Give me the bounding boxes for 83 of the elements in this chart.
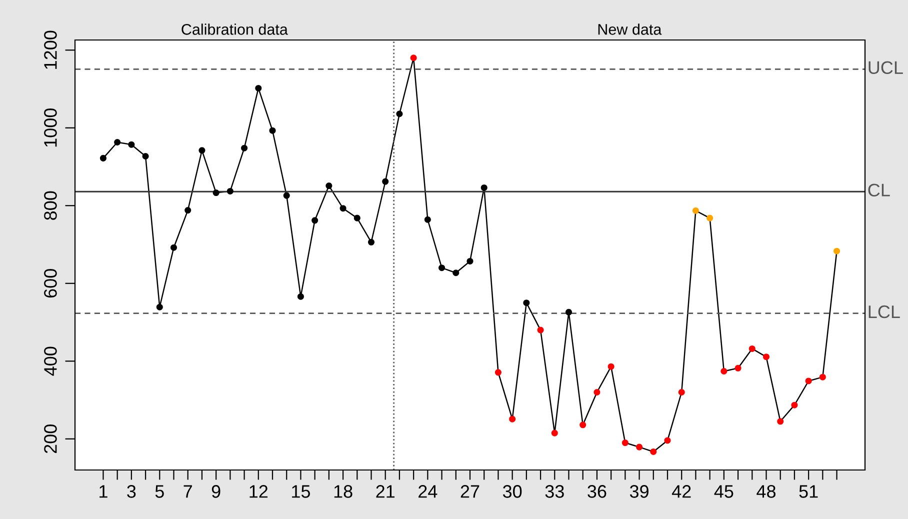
point <box>762 354 770 360</box>
point <box>424 216 431 223</box>
point <box>734 364 742 372</box>
point <box>565 308 572 316</box>
point <box>326 182 332 190</box>
y-tick-label: 400 <box>44 346 57 376</box>
point <box>777 418 784 425</box>
point <box>354 214 360 222</box>
point <box>819 374 826 380</box>
x-tick-label: 12 <box>250 485 268 498</box>
point <box>834 248 840 254</box>
point <box>340 205 346 212</box>
point <box>537 326 544 334</box>
ref-line-label: UCL <box>868 61 903 74</box>
point <box>142 152 149 160</box>
point <box>580 422 586 428</box>
x-tick-label: 3 <box>127 485 136 498</box>
point <box>650 448 657 455</box>
point <box>297 293 304 300</box>
point <box>410 54 417 62</box>
point <box>706 214 714 222</box>
x-tick-label: 18 <box>334 485 352 498</box>
point <box>509 416 516 422</box>
point <box>396 110 403 118</box>
x-tick-label: 42 <box>672 485 691 498</box>
point <box>255 84 262 92</box>
point <box>523 300 530 306</box>
point <box>128 141 135 148</box>
point <box>594 388 600 396</box>
point <box>748 345 756 352</box>
x-tick-label: 5 <box>155 485 164 498</box>
point <box>226 188 234 194</box>
text: Calibration data <box>182 24 288 35</box>
point <box>452 270 460 276</box>
point <box>312 217 318 224</box>
point <box>283 192 290 199</box>
point <box>198 147 206 154</box>
x-tick-label: 15 <box>292 485 310 498</box>
point <box>170 244 178 251</box>
point <box>805 378 812 384</box>
point <box>664 437 671 444</box>
x-tick-label: 1 <box>100 485 108 498</box>
point <box>269 127 276 134</box>
point <box>438 264 446 272</box>
x-tick-label: 30 <box>502 485 522 498</box>
ref-line-label: CL <box>868 184 890 196</box>
point <box>382 178 389 185</box>
point <box>551 430 558 436</box>
x-tick-label: 21 <box>376 485 395 498</box>
point <box>636 444 643 450</box>
x-tick-label: 27 <box>460 485 480 498</box>
y-tick-label: 800 <box>44 191 57 220</box>
x-tick-label: 7 <box>184 485 192 498</box>
point <box>494 369 502 376</box>
point <box>692 207 699 214</box>
point <box>241 144 248 152</box>
point <box>480 184 488 191</box>
point <box>212 190 220 196</box>
y-tick-label: 1000 <box>44 108 57 147</box>
x-tick-label: 36 <box>588 485 606 498</box>
point <box>184 207 192 214</box>
point <box>114 138 121 146</box>
x-tick-label: 24 <box>418 485 438 498</box>
point <box>368 238 375 246</box>
text: New data <box>598 24 662 35</box>
point <box>608 363 614 370</box>
x-tick-label: 9 <box>212 485 220 498</box>
y-tick-label: 600 <box>44 269 57 298</box>
point <box>678 388 685 396</box>
x-tick-label: 48 <box>756 485 776 498</box>
y-tick-label: 200 <box>44 424 57 454</box>
point <box>622 440 628 446</box>
x-tick-label: 33 <box>545 485 564 498</box>
y-tick-label: 1200 <box>44 30 57 69</box>
x-tick-label: 45 <box>714 485 734 498</box>
point <box>156 304 163 310</box>
point <box>791 402 798 408</box>
point <box>466 258 474 264</box>
point <box>100 154 106 162</box>
x-tick-label: 51 <box>799 485 818 498</box>
ref-line-label: LCL <box>868 305 900 318</box>
x-tick-label: 39 <box>630 485 648 498</box>
point <box>720 368 728 375</box>
